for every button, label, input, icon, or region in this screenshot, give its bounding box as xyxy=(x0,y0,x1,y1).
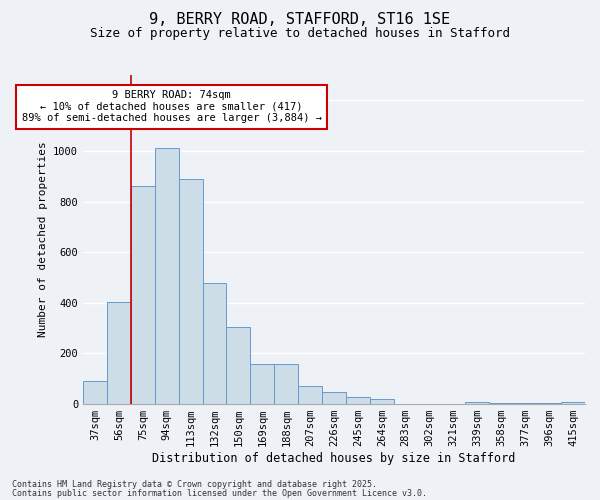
Bar xyxy=(203,282,226,404)
Bar xyxy=(298,386,322,404)
Bar xyxy=(226,327,250,404)
Bar xyxy=(83,382,107,404)
Bar xyxy=(107,302,131,404)
Bar xyxy=(179,179,203,404)
Bar xyxy=(155,148,179,404)
Bar xyxy=(370,399,394,404)
Y-axis label: Number of detached properties: Number of detached properties xyxy=(38,142,47,338)
Text: Contains public sector information licensed under the Open Government Licence v3: Contains public sector information licen… xyxy=(12,488,427,498)
Bar xyxy=(131,186,155,404)
Bar xyxy=(537,403,561,404)
Text: 9 BERRY ROAD: 74sqm
← 10% of detached houses are smaller (417)
89% of semi-detac: 9 BERRY ROAD: 74sqm ← 10% of detached ho… xyxy=(22,90,322,124)
Bar xyxy=(274,364,298,404)
Text: Size of property relative to detached houses in Stafford: Size of property relative to detached ho… xyxy=(90,28,510,40)
X-axis label: Distribution of detached houses by size in Stafford: Distribution of detached houses by size … xyxy=(152,452,516,465)
Text: Contains HM Land Registry data © Crown copyright and database right 2025.: Contains HM Land Registry data © Crown c… xyxy=(12,480,377,489)
Text: 9, BERRY ROAD, STAFFORD, ST16 1SE: 9, BERRY ROAD, STAFFORD, ST16 1SE xyxy=(149,12,451,28)
Bar xyxy=(250,364,274,404)
Bar xyxy=(346,397,370,404)
Bar xyxy=(561,402,585,404)
Bar xyxy=(490,403,513,404)
Bar xyxy=(322,392,346,404)
Bar xyxy=(466,402,490,404)
Bar xyxy=(513,403,537,404)
